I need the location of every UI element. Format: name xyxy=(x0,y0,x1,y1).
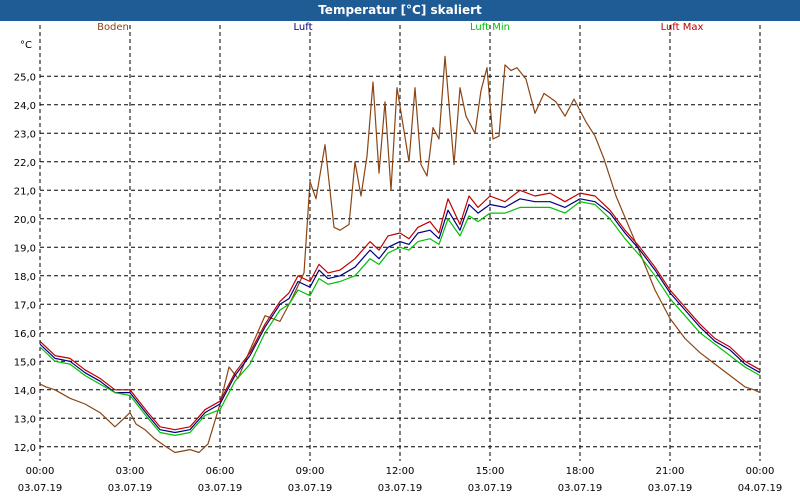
x-tick-time-label: 12:00 xyxy=(386,466,415,477)
chart-title-bar: Temperatur [°C] skaliert xyxy=(0,0,800,21)
y-tick-label: 18,0 xyxy=(14,272,36,283)
y-tick-label: 14,0 xyxy=(14,386,36,397)
y-axis-unit: °C xyxy=(20,40,32,51)
series-line xyxy=(39,201,761,436)
y-tick-label: 21,0 xyxy=(14,186,36,197)
chart-area: 12,0 13,0 14,0 15,0 16,0 17,0 18,0 19,0 20,0 21,0… xyxy=(0,21,800,500)
series-line xyxy=(39,189,761,431)
y-tick-label: 17,0 xyxy=(14,300,36,311)
y-tick-label: 15,0 xyxy=(14,357,36,368)
x-tick-time-label: 00:00 xyxy=(26,466,55,477)
y-tick-label: 19,0 xyxy=(14,243,36,254)
temperature-chart: 12,0 13,0 14,0 15,0 16,0 17,0 18,0 19,0 20,0 21,0… xyxy=(14,22,783,494)
x-tick-date-label: 03.07.19 xyxy=(558,483,603,494)
series-line xyxy=(39,198,761,434)
legend-entry: Boden xyxy=(97,22,129,33)
x-tick-time-label: 18:00 xyxy=(566,466,595,477)
y-tick-label: 22,0 xyxy=(14,158,36,169)
legend-entry: Luft Min xyxy=(470,22,510,33)
y-tick-label: 25,0 xyxy=(14,72,36,83)
legend-entry: Luft Max xyxy=(661,22,704,33)
x-tick-date-label: 03.07.19 xyxy=(378,483,423,494)
x-tick-time-label: 15:00 xyxy=(476,466,505,477)
x-tick-date-label: 03.07.19 xyxy=(648,483,693,494)
x-tick-date-label: 03.07.19 xyxy=(198,483,243,494)
x-tick-date-label: 03.07.19 xyxy=(468,483,513,494)
x-tick-time-label: 03:00 xyxy=(116,466,145,477)
y-tick-label: 16,0 xyxy=(14,329,36,340)
series-line xyxy=(39,55,761,454)
y-tick-label: 13,0 xyxy=(14,414,36,425)
window-title: Temperatur [°C] skaliert xyxy=(318,3,482,17)
x-tick-time-label: 09:00 xyxy=(296,466,325,477)
x-tick-time-label: 06:00 xyxy=(206,466,235,477)
y-tick-label: 12,0 xyxy=(14,443,36,454)
x-tick-time-label: 00:00 xyxy=(746,466,775,477)
x-tick-date-label: 03.07.19 xyxy=(108,483,153,494)
legend-entry: Luft xyxy=(294,22,313,33)
x-tick-time-label: 21:00 xyxy=(656,466,685,477)
x-tick-date-label: 03.07.19 xyxy=(18,483,63,494)
x-tick-date-label: 03.07.19 xyxy=(288,483,333,494)
x-tick-date-label: 04.07.19 xyxy=(738,483,783,494)
y-tick-label: 23,0 xyxy=(14,129,36,140)
y-tick-label: 20,0 xyxy=(14,215,36,226)
y-tick-label: 24,0 xyxy=(14,101,36,112)
